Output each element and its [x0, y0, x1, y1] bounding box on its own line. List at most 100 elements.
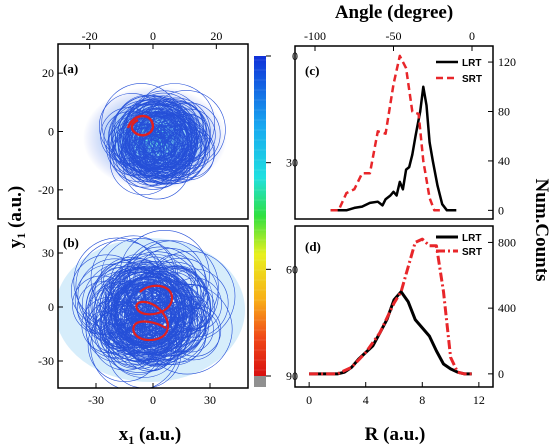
ringsB-ring [88, 278, 143, 334]
ringsB-ring [129, 315, 163, 349]
panel-d-xtick-label: 4 [363, 393, 369, 407]
panel-d-frame [294, 225, 494, 388]
panel-b-trajectories [58, 230, 245, 388]
ringsA-ring [131, 110, 190, 169]
ringsB-ring [109, 276, 194, 360]
ringsA-ring [117, 98, 196, 177]
panel-b-red-trajectory [132, 284, 174, 342]
ringsA-ring [146, 124, 206, 184]
ringsA-ring [142, 124, 196, 178]
ringsA-ring [115, 117, 170, 173]
panel-a-top-tick-label: 0 [150, 29, 156, 43]
ringsB-ring [103, 283, 179, 360]
panel-a-y-tick-label: 20 [42, 66, 54, 80]
panel-c-series-lrt [330, 85, 457, 212]
legend-d-srt-label: SRT [462, 247, 482, 258]
ringsB-ring [110, 268, 157, 316]
ringsA-ring [112, 123, 177, 188]
colorbar-bottom-swatch [254, 376, 266, 387]
panel-c-xtick-label: -50 [386, 29, 402, 43]
ringsA-ring [148, 129, 185, 166]
ringsA-ring [153, 118, 198, 162]
ringsB-ring [168, 277, 222, 332]
panel-a-y-tick-label: -20 [38, 183, 54, 197]
panel-d-ytick-label: 800 [498, 235, 516, 249]
panel-c-ytick-label: 40 [498, 154, 510, 168]
ringsA-ring [148, 113, 179, 144]
ringsB-ring [141, 283, 233, 375]
ringsA-ring [138, 134, 172, 168]
bottom-left-axis-title: x1 (a.u.) [119, 424, 181, 445]
ringsB-ring [81, 262, 168, 348]
colorbar-tick-label: 90 [286, 369, 298, 383]
legend-c-lrt-label: LRT [462, 58, 481, 69]
panel-c-xtick-label: 0 [469, 29, 475, 43]
ringsA-ring [164, 113, 211, 161]
panel-b-label: (b) [63, 235, 79, 250]
panel-d-xtick-label: 12 [473, 393, 485, 407]
ringsA-ring [120, 104, 195, 178]
panel-b-y-tick-label: 0 [48, 300, 54, 314]
ringsA-ring [111, 95, 191, 174]
panel-d: 0 400 800 0 4 8 12 (d) LRT SRT [294, 225, 516, 407]
panel-d-series-lrt [309, 290, 472, 376]
top-axis-title: Angle (degree) [335, 2, 453, 23]
panel-b: (b) [57, 225, 249, 389]
panel-a-y-tick-label: 0 [48, 125, 54, 139]
panel-c: 0 40 80 120 -100 -50 0 (c) LRT SRT [294, 29, 516, 220]
left-axis-title: y1 (a.u.) [5, 186, 28, 248]
panel-c-ytick-label: 120 [498, 55, 516, 69]
panel-d-xtick-label: 0 [306, 393, 312, 407]
legend-d-lrt-label: LRT [462, 233, 481, 244]
panel-b-x-tick-label: 0 [150, 393, 156, 407]
ringsB-ring [121, 267, 211, 357]
panel-a-label: (a) [63, 61, 78, 76]
ringsB-ring [146, 340, 168, 362]
panel-c-ytick-label: 80 [498, 104, 510, 118]
ringsA-ring [127, 105, 193, 171]
panel-a: (a) [57, 43, 249, 220]
panel-d-label: (d) [305, 239, 321, 254]
ringsA-ring [134, 99, 210, 175]
panel-d-ytick-label: 0 [498, 367, 504, 381]
panel-d-series-srt [309, 237, 472, 376]
ringsB-ring [111, 272, 178, 339]
ringsB-ring [73, 237, 162, 326]
ringsA-ring [136, 111, 189, 165]
panel-a-top-tick-label: -20 [82, 29, 98, 43]
ringsB-ring [133, 332, 173, 371]
ringsB-ring [72, 275, 132, 335]
colorbar-tick-label: 30 [286, 156, 298, 170]
ringsA-ring [138, 110, 207, 179]
panel-c-ytick-label: 0 [498, 203, 504, 217]
panel-c-series-srt [330, 54, 441, 212]
ringsA-ring [103, 111, 157, 164]
bottom-right-axis-title: R (a.u.) [365, 424, 426, 445]
ringsB-ring [115, 273, 203, 361]
panel-a-red-trajectory [126, 114, 155, 137]
panel-b-x-tick-label: -30 [88, 393, 104, 407]
ringsB-ring [85, 300, 144, 358]
colorbar-gradient [254, 56, 266, 376]
panel-b-x-tick-label: 30 [204, 393, 216, 407]
ringsA-ring [123, 102, 182, 161]
panel-c-label: (c) [305, 63, 319, 78]
panel-a-trajectories [83, 83, 227, 200]
ringsB-ring [104, 290, 159, 345]
panel-b-y-tick-label: 30 [42, 246, 54, 260]
panel-a-top-tick-label: 20 [210, 29, 222, 43]
ringsB-ring [122, 246, 199, 323]
ringsA-ring [111, 115, 162, 166]
ringsB-ring [117, 273, 195, 351]
ringsA-ring [139, 114, 206, 181]
panel-d-xtick-label: 8 [419, 393, 425, 407]
panel-b-y-tick-label: -30 [38, 354, 54, 368]
legend-c-srt-label: SRT [462, 74, 482, 85]
panel-c-xtick-label: -100 [304, 29, 326, 43]
ringsB-ring [108, 318, 160, 369]
ringsB-ring [127, 314, 157, 344]
ringsB-ring [104, 267, 168, 330]
colorbar-tick-label: 60 [286, 262, 298, 276]
ringsB-ring [100, 286, 179, 365]
